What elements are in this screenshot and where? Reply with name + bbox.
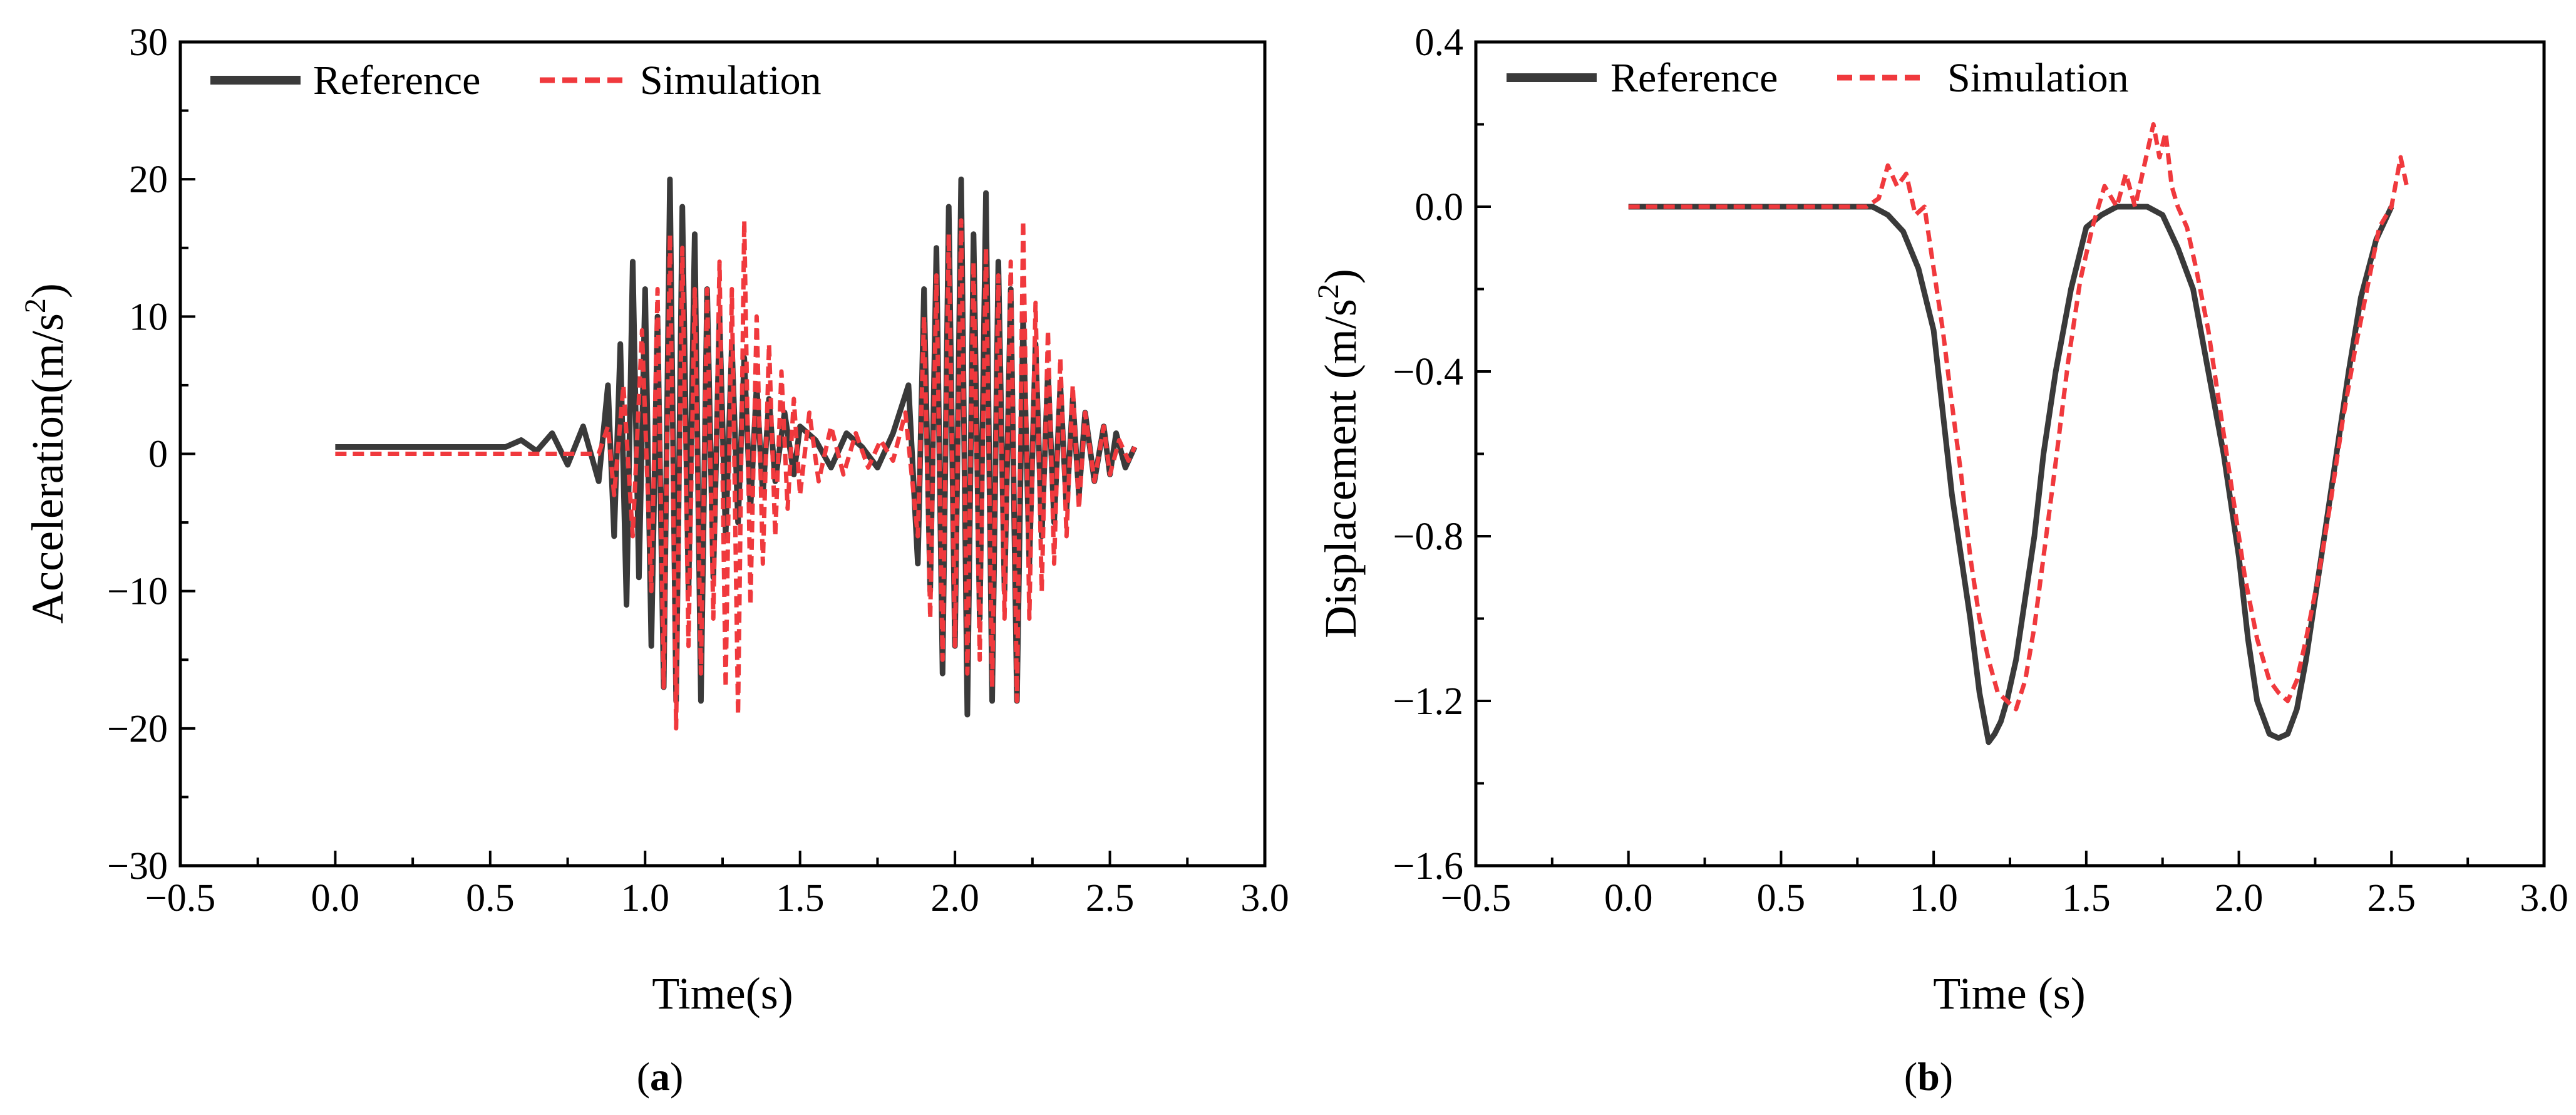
caption-letter: a	[650, 1054, 670, 1099]
caption-close-paren: )	[1940, 1054, 1953, 1099]
y-tick-label: 0.4	[1415, 21, 1464, 64]
x-tick-label: 0.5	[1757, 877, 1806, 920]
panel-b-caption: (b)	[1904, 1054, 1953, 1099]
panel-b-plot-frame	[1474, 40, 2546, 868]
series-line-simulation	[1628, 122, 2409, 712]
panel-a-y-axis-label: Acceleration(m/s2)	[19, 283, 73, 624]
x-tick-label: 0.0	[311, 877, 360, 920]
legend-simulation-label: Simulation	[640, 58, 822, 103]
y-tick-label: −0.4	[1393, 351, 1463, 393]
y-label-end: )	[1316, 269, 1366, 284]
panel-a-lines	[335, 176, 1138, 731]
panel-a-caption: (a)	[637, 1054, 684, 1099]
legend-reference-label: Reference	[1610, 55, 1778, 101]
panel-b-lines	[1628, 122, 2409, 745]
x-tick-label: 2.5	[2367, 877, 2416, 920]
y-tick-label: −20	[107, 708, 168, 750]
panel-b: −0.5 0.0 0.5 1.0 1.5 2.0 2.5 3.0 −1.6 −1.2 −0.8 −0.…	[1312, 21, 2568, 1099]
y-label-main: Displacement (m/s	[1316, 299, 1366, 638]
x-tick-label: 1.5	[2062, 877, 2111, 920]
y-tick-label: 30	[129, 21, 168, 64]
y-tick-label: 0.0	[1415, 186, 1464, 229]
x-tick-label: 0.0	[1604, 877, 1653, 920]
y-tick-label: −0.8	[1393, 516, 1463, 558]
caption-open-paren: (	[1904, 1054, 1917, 1099]
panel-a: −0.5 0.0 0.5 1.0 1.5 2.0 2.5 3.0 −30 −20 −10 0 10 20 3…	[19, 21, 1289, 1099]
y-tick-label: −10	[107, 571, 168, 613]
x-tick-label: −0.5	[1441, 877, 1511, 920]
y-label-main: Acceleration(m/s	[23, 313, 73, 624]
y-tick-label: −1.6	[1393, 845, 1463, 888]
panel-b-y-axis-label: Displacement (m/s2)	[1312, 269, 1366, 638]
panel-b-ticks: −0.5 0.0 0.5 1.0 1.5 2.0 2.5 3.0 −1.6 −1.2 −0.8 −0.…	[1393, 21, 2568, 920]
y-tick-label: 20	[129, 158, 168, 201]
panel-b-legend: Reference Simulation	[1507, 55, 2129, 101]
caption-letter: b	[1917, 1054, 1940, 1099]
x-tick-label: 2.0	[930, 877, 979, 920]
caption-close-paren: )	[670, 1054, 683, 1099]
y-tick-label: 10	[129, 296, 168, 338]
x-tick-label: 0.5	[466, 877, 515, 920]
x-tick-label: 3.0	[2520, 877, 2568, 920]
x-tick-label: 3.0	[1240, 877, 1289, 920]
x-tick-label: 2.0	[2215, 877, 2264, 920]
y-tick-label: −1.2	[1393, 680, 1463, 723]
legend-simulation-label: Simulation	[1947, 55, 2129, 101]
panel-a-ticks: −0.5 0.0 0.5 1.0 1.5 2.0 2.5 3.0 −30 −20 −10 0 10 20 3…	[107, 21, 1289, 920]
caption-open-paren: (	[637, 1054, 650, 1099]
y-label-sup: 2	[19, 298, 52, 313]
x-tick-label: 1.0	[621, 877, 670, 920]
x-tick-label: −0.5	[145, 877, 215, 920]
y-label-end: )	[23, 283, 73, 298]
y-tick-label: 0	[148, 433, 168, 476]
x-tick-label: 1.5	[776, 877, 825, 920]
series-line-reference	[1628, 204, 2394, 745]
panel-a-x-axis-label: Time(s)	[652, 968, 793, 1019]
panel-a-legend: Reference Simulation	[210, 58, 822, 103]
legend-reference-label: Reference	[313, 58, 480, 103]
y-label-sup: 2	[1312, 284, 1345, 299]
x-tick-label: 2.5	[1086, 877, 1135, 920]
panel-b-x-axis-label: Time (s)	[1933, 968, 2085, 1019]
series-line-simulation	[335, 218, 1137, 731]
y-tick-label: −30	[107, 845, 168, 888]
x-tick-label: 1.0	[1909, 877, 1958, 920]
